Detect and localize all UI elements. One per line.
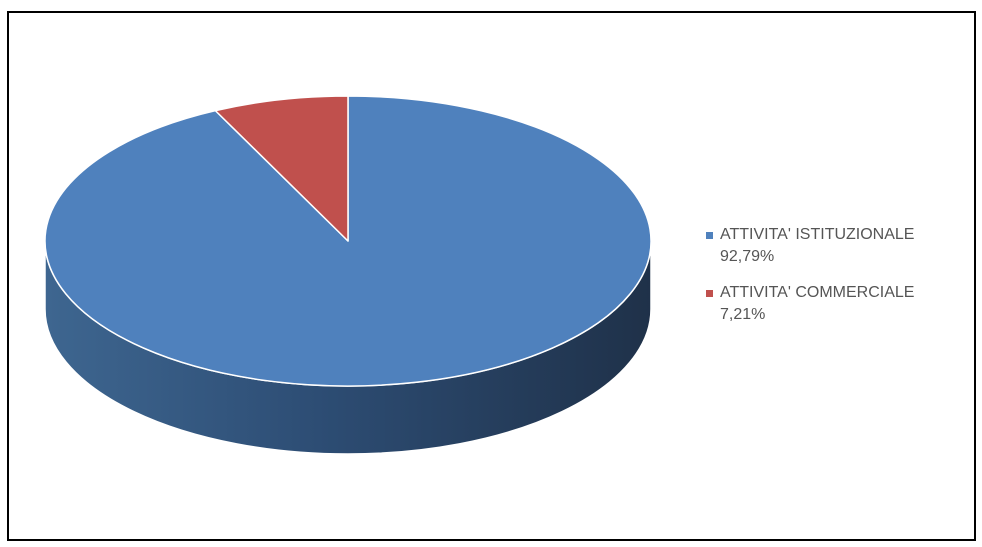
- legend-label-istituzionale: ATTIVITA' ISTITUZIONALE: [720, 226, 915, 243]
- legend-marker-commerciale: [706, 290, 713, 297]
- legend-item-istituzionale: ATTIVITA' ISTITUZIONALE 92,79%: [706, 224, 976, 268]
- legend: ATTIVITA' ISTITUZIONALE 92,79% ATTIVITA'…: [706, 224, 976, 340]
- legend-value-istituzionale: 92,79%: [720, 248, 775, 265]
- legend-item-commerciale: ATTIVITA' COMMERCIALE 7,21%: [706, 282, 976, 326]
- pie-slice-commerciale: [214, 95, 349, 242]
- legend-marker-istituzionale: [706, 232, 713, 239]
- legend-label-commerciale: ATTIVITA' COMMERCIALE: [720, 284, 915, 301]
- legend-value-commerciale: 7,21%: [720, 306, 766, 323]
